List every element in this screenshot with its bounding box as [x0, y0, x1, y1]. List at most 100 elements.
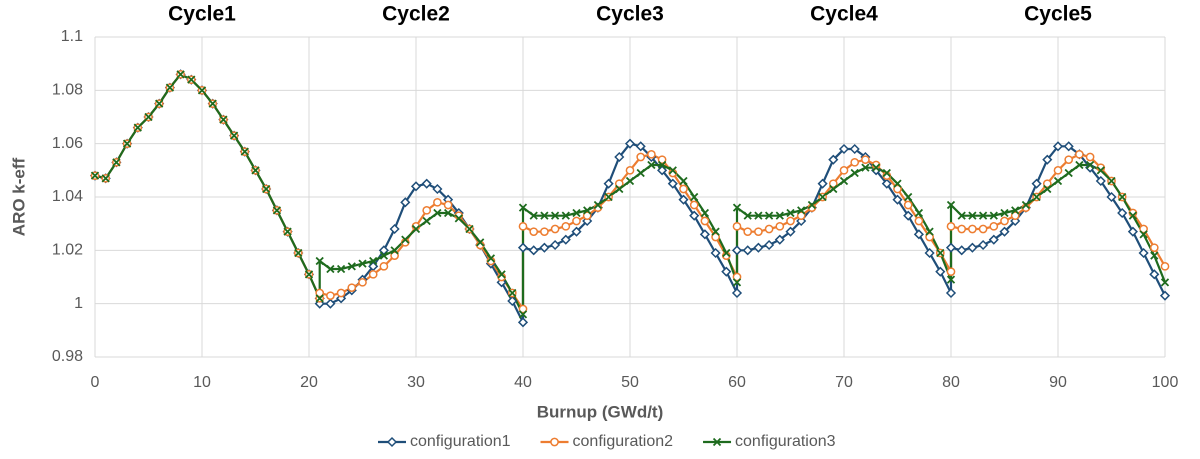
marker — [1150, 251, 1159, 260]
marker — [989, 221, 999, 231]
marker — [711, 227, 720, 236]
marker — [240, 147, 249, 156]
marker — [454, 214, 463, 223]
marker — [294, 248, 303, 258]
marker — [368, 269, 378, 279]
x-tick-label: 30 — [407, 374, 425, 391]
marker — [893, 184, 902, 194]
marker — [1053, 165, 1063, 175]
marker — [1138, 247, 1149, 259]
marker — [914, 216, 924, 226]
marker — [679, 184, 688, 194]
marker — [518, 203, 528, 212]
marker — [657, 160, 667, 170]
marker — [657, 155, 667, 165]
marker — [647, 149, 656, 159]
marker — [304, 270, 314, 279]
marker — [978, 239, 989, 251]
marker — [700, 208, 710, 218]
y-tick-label: 1.02 — [52, 242, 83, 259]
marker — [667, 178, 678, 189]
marker — [572, 216, 581, 226]
marker — [529, 227, 539, 237]
marker — [978, 224, 988, 234]
marker — [882, 168, 891, 178]
marker — [1139, 230, 1148, 239]
marker — [828, 179, 838, 189]
marker — [945, 287, 957, 299]
marker — [386, 436, 398, 448]
marker — [989, 211, 998, 220]
marker — [893, 179, 902, 188]
marker — [422, 216, 431, 226]
marker — [946, 267, 956, 277]
marker — [743, 227, 753, 237]
marker — [838, 143, 850, 155]
marker — [913, 229, 924, 240]
marker — [508, 288, 517, 298]
marker — [336, 264, 346, 274]
marker — [369, 256, 378, 266]
marker — [411, 224, 421, 234]
marker — [968, 224, 977, 234]
marker — [624, 138, 636, 149]
marker — [336, 288, 346, 298]
marker — [1053, 176, 1063, 186]
marker — [957, 224, 967, 234]
marker — [742, 245, 753, 256]
marker — [679, 176, 688, 186]
marker — [497, 270, 506, 279]
marker — [378, 245, 389, 256]
marker — [774, 234, 785, 245]
marker — [1043, 184, 1052, 194]
marker — [636, 152, 646, 162]
marker — [924, 247, 935, 259]
marker — [689, 200, 699, 210]
marker — [389, 223, 400, 235]
marker — [753, 242, 764, 253]
marker — [1052, 141, 1064, 152]
marker — [712, 437, 722, 447]
marker — [936, 248, 945, 258]
marker — [935, 266, 946, 277]
marker — [945, 242, 957, 253]
marker — [839, 165, 849, 175]
marker — [1042, 154, 1053, 165]
marker — [881, 178, 892, 189]
marker — [550, 437, 559, 447]
marker — [582, 211, 592, 221]
marker — [326, 264, 335, 274]
marker — [432, 183, 443, 195]
marker — [668, 166, 677, 175]
x-tick-label: 100 — [1152, 374, 1179, 391]
marker — [528, 245, 539, 256]
x-tick-label: 50 — [621, 374, 639, 391]
marker — [636, 168, 645, 178]
marker — [229, 131, 239, 140]
marker — [90, 171, 100, 180]
cycle-label: Cycle3 — [596, 3, 664, 26]
marker — [272, 206, 282, 215]
marker — [400, 197, 411, 208]
marker — [572, 208, 581, 218]
legend-label: configuration1 — [410, 433, 511, 450]
marker — [347, 262, 356, 271]
marker — [561, 221, 571, 231]
marker — [764, 239, 775, 251]
marker — [904, 192, 913, 202]
legend-item: configuration3 — [703, 433, 836, 450]
marker — [807, 200, 817, 210]
marker — [1085, 160, 1095, 170]
marker — [1160, 278, 1170, 287]
legend-item: configuration2 — [540, 433, 673, 450]
marker — [476, 238, 485, 247]
marker — [155, 99, 164, 108]
marker — [358, 277, 367, 287]
marker — [818, 192, 827, 202]
marker — [465, 224, 474, 234]
marker — [903, 200, 913, 210]
marker — [786, 216, 795, 226]
marker — [550, 239, 561, 251]
marker — [1064, 168, 1073, 178]
cycle-label: Cycle2 — [382, 3, 450, 26]
